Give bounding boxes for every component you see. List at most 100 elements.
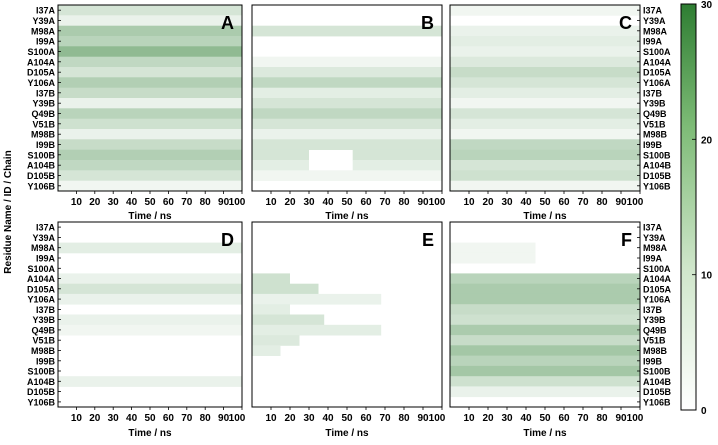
x-tick-label: 60 (558, 413, 570, 424)
x-tick-label: 50 (144, 413, 156, 424)
x-tick-label: 20 (284, 197, 296, 208)
residue-label: M98A (31, 26, 56, 36)
residue-label: A104A (643, 274, 672, 284)
x-tick-label: 50 (539, 413, 551, 424)
residue-label: Y39A (643, 16, 666, 26)
x-axis-title: Time / ns (325, 428, 369, 439)
residue-label: S100A (27, 47, 55, 57)
heat-cell (252, 25, 442, 37)
x-tick-label: 60 (360, 413, 372, 424)
heat-cell (58, 56, 242, 68)
heat-cell (450, 139, 640, 150)
panel-label-E: E (422, 230, 434, 250)
heat-cell (58, 129, 242, 140)
residue-label: V51B (32, 336, 55, 346)
heat-cell (450, 87, 640, 99)
residue-label: Q49B (643, 109, 667, 119)
x-tick-label: 100 (627, 197, 644, 208)
residue-label: I99A (36, 254, 56, 264)
panel-label-D: D (221, 230, 234, 250)
heat-cell (450, 149, 640, 161)
heat-cell (450, 170, 640, 181)
heat-cell (252, 77, 442, 88)
x-tick-label: 30 (303, 197, 315, 208)
residue-label: M98B (643, 130, 668, 140)
heat-cell (450, 129, 640, 140)
heat-cell (252, 293, 382, 305)
x-tick-label: 60 (163, 197, 175, 208)
heat-cell (450, 345, 640, 356)
residue-label: M98B (31, 130, 56, 140)
x-tick-label: 70 (577, 413, 589, 424)
x-tick-label: 30 (108, 413, 120, 424)
x-tick-label: 10 (265, 413, 277, 424)
residue-label: Q49B (31, 325, 55, 335)
residue-label: Y39A (32, 233, 55, 243)
heat-cell (450, 304, 640, 315)
residue-label: I37A (36, 223, 56, 233)
x-tick-label: 40 (126, 413, 138, 424)
x-tick-label: 70 (577, 197, 589, 208)
x-tick-label: 10 (463, 197, 475, 208)
heat-cell (252, 129, 442, 140)
residue-label: Y106A (27, 78, 55, 88)
residue-label: A104B (643, 161, 672, 171)
residue-label: D105A (27, 284, 56, 294)
heat-cell (58, 98, 242, 109)
x-axis-title: Time / ns (523, 428, 567, 439)
residue-label: A104B (643, 377, 672, 387)
residue-label: I99A (36, 37, 56, 47)
heat-cell (450, 180, 640, 192)
residue-label: S100B (643, 150, 671, 160)
residue-label: D105B (27, 171, 56, 181)
heat-cell (450, 314, 640, 326)
heat-cell (58, 242, 242, 254)
x-tick-label: 50 (144, 197, 156, 208)
heat-cell (58, 293, 242, 305)
heat-cell (450, 293, 640, 305)
residue-label: V51B (643, 119, 666, 129)
heat-cell (352, 149, 442, 161)
heat-cell (58, 180, 242, 192)
heat-cell (252, 170, 442, 181)
x-tick-label: 70 (181, 197, 193, 208)
x-tick-label: 40 (520, 413, 532, 424)
heat-cell (58, 273, 242, 285)
heat-cell (58, 376, 242, 387)
residue-label: D105B (643, 171, 672, 181)
x-tick-label: 90 (417, 197, 429, 208)
residue-label: V51B (643, 336, 666, 346)
x-tick-label: 20 (482, 413, 494, 424)
residue-label: I99B (36, 140, 56, 150)
residue-label: Q49B (31, 109, 55, 119)
heat-cell (58, 46, 242, 57)
heat-cell (450, 67, 640, 78)
heat-cell (252, 324, 382, 336)
x-tick-label: 40 (322, 197, 334, 208)
heat-cell (450, 56, 640, 68)
heat-cell (450, 98, 640, 109)
heat-cell (252, 273, 290, 285)
colorbar-tick-label: 20 (701, 135, 713, 146)
x-tick-label: 80 (200, 197, 212, 208)
residue-label: Y39B (32, 315, 55, 325)
residue-label: Y106B (27, 181, 55, 191)
panel-label-B: B (421, 13, 434, 33)
heat-cell (58, 87, 242, 99)
residue-label: D105A (643, 284, 672, 294)
heat-cell (450, 335, 640, 346)
x-tick-label: 60 (558, 197, 570, 208)
heat-cell (252, 139, 442, 150)
residue-label: I37A (36, 6, 56, 16)
heat-cell (450, 5, 640, 16)
heat-cell (450, 365, 640, 377)
heat-cell (252, 98, 442, 109)
residue-label: Y39B (643, 315, 666, 325)
residue-label: D105B (643, 387, 672, 397)
heat-cell (58, 139, 242, 150)
x-tick-label: 90 (218, 413, 230, 424)
x-tick-label: 100 (627, 413, 644, 424)
residue-label: S100B (27, 150, 55, 160)
residue-label: D105A (643, 68, 672, 78)
residue-label: A104B (27, 161, 56, 171)
